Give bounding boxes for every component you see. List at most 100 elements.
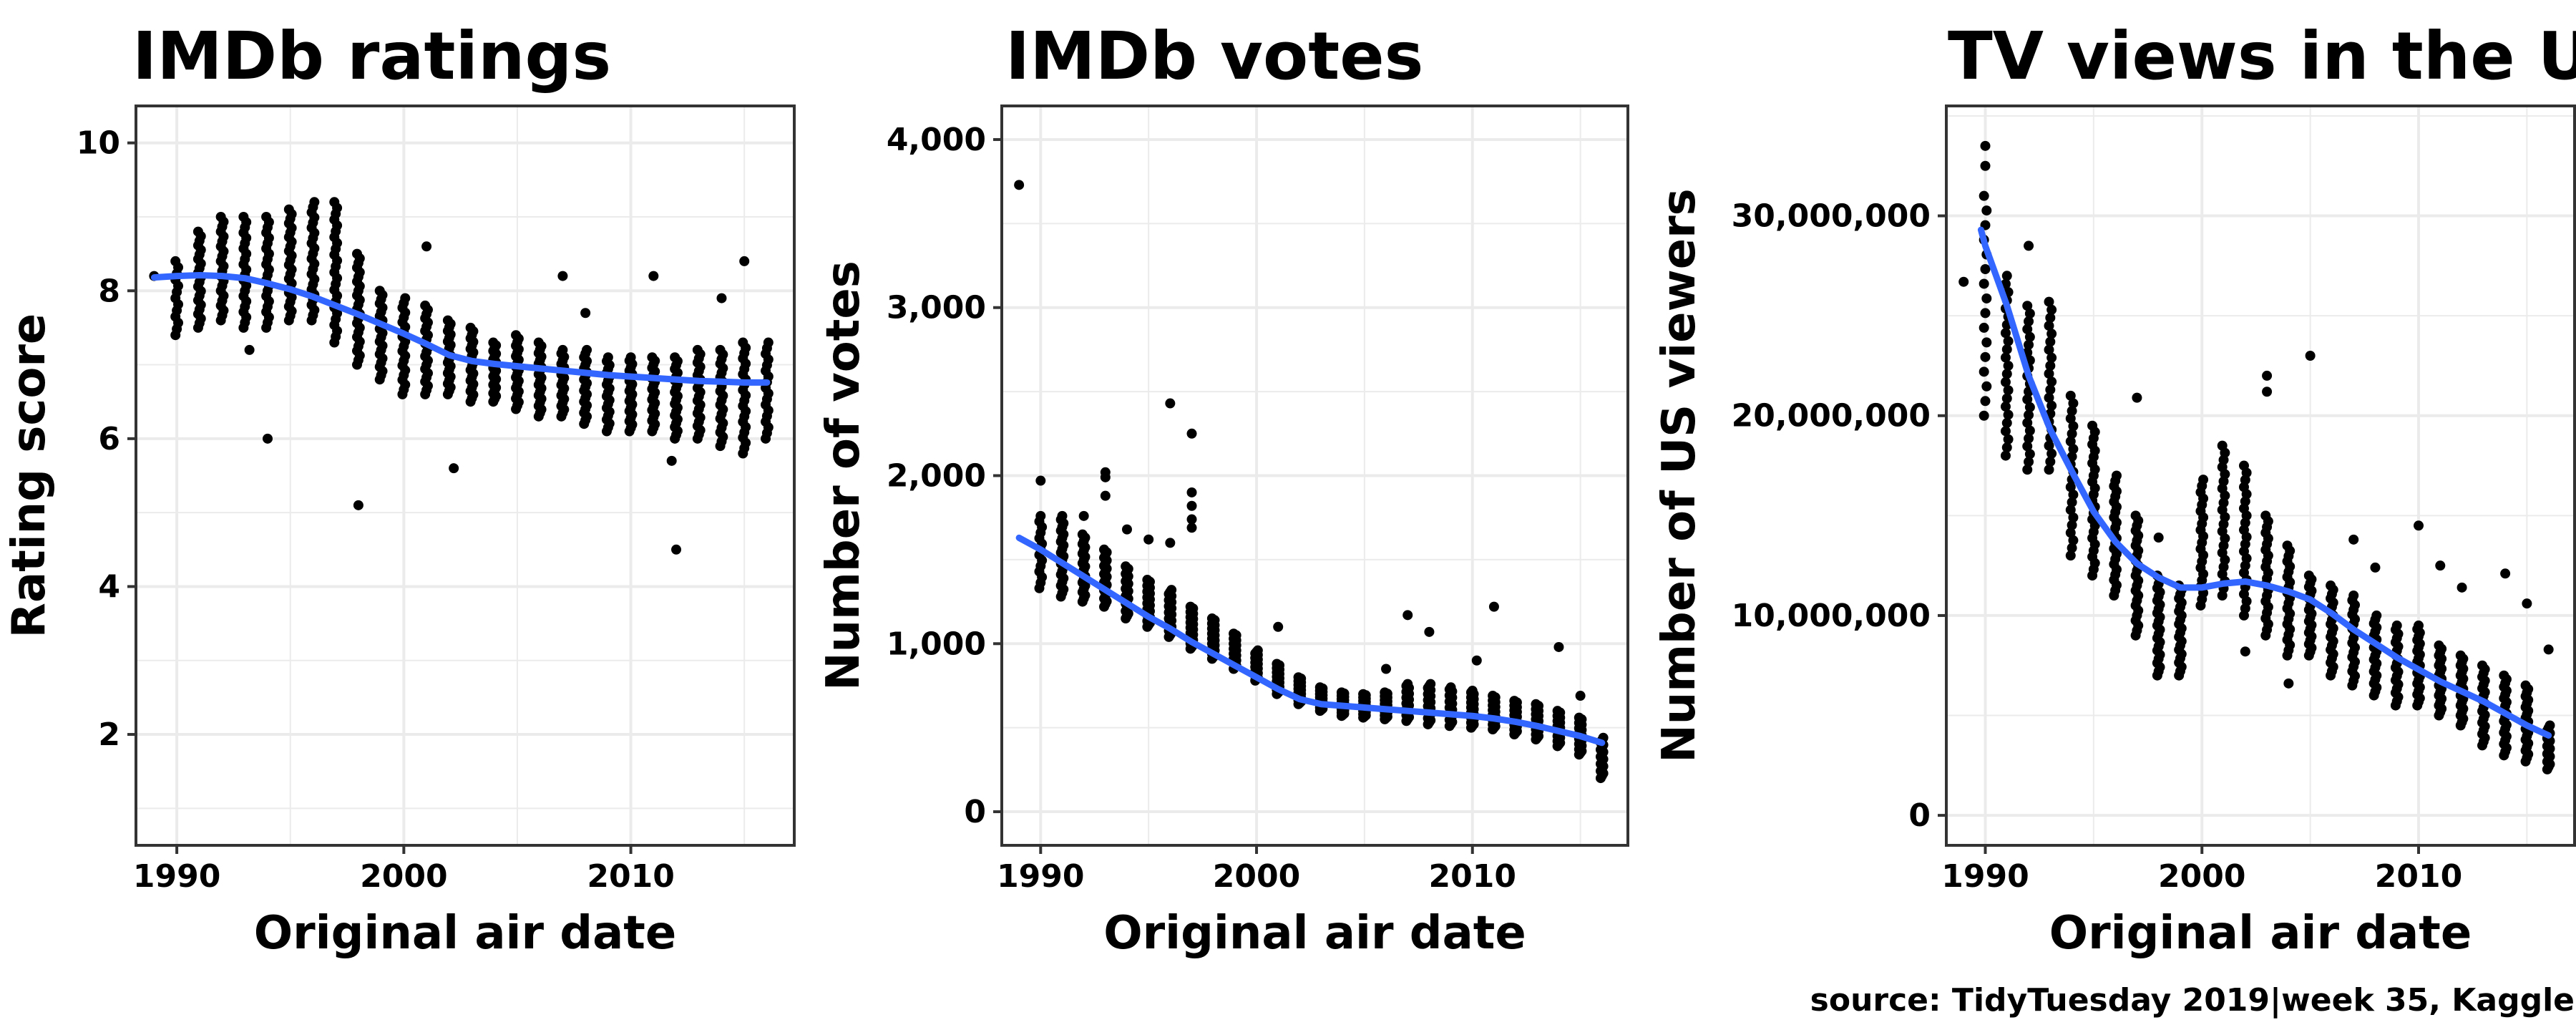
data-point	[2045, 456, 2056, 467]
data-point	[1100, 472, 1111, 482]
data-point	[2024, 457, 2034, 467]
smooth-line	[1977, 226, 2552, 739]
y-tick-label: 20,000,000	[1732, 398, 1931, 434]
data-point	[2283, 678, 2294, 689]
data-point	[2067, 429, 2077, 439]
x-axis-title: Original air date	[1103, 907, 1526, 960]
data-point	[1979, 322, 1989, 333]
data-point	[1077, 529, 1088, 540]
data-point	[2326, 580, 2336, 591]
data-point	[2000, 352, 2011, 363]
data-point	[2217, 440, 2228, 451]
data-point	[1122, 524, 1132, 535]
data-point	[2044, 465, 2054, 475]
data-point	[2022, 394, 2033, 405]
panel-title: IMDb ratings	[132, 18, 611, 94]
data-point	[2455, 650, 2466, 661]
x-tick-label: 1990	[1941, 858, 2029, 895]
data-point	[2024, 402, 2035, 412]
data-point	[739, 256, 750, 266]
data-point	[1186, 428, 1197, 439]
data-point	[2045, 360, 2056, 371]
data-point	[1958, 276, 1969, 287]
data-point	[1980, 308, 1991, 319]
data-point	[2068, 444, 2079, 455]
data-point	[1229, 628, 1239, 639]
data-point	[1381, 664, 1392, 674]
data-point	[2044, 344, 2054, 355]
data-point	[2065, 528, 2076, 538]
data-point	[2370, 562, 2381, 573]
data-point	[2262, 370, 2273, 381]
data-point	[2003, 409, 2014, 420]
data-point	[170, 256, 181, 266]
data-point	[2065, 505, 2076, 515]
data-point	[2065, 550, 2076, 561]
data-point	[1142, 575, 1153, 586]
data-point	[2024, 433, 2034, 444]
data-point	[2022, 324, 2033, 334]
data-point	[1186, 487, 1197, 497]
data-point	[2067, 406, 2077, 417]
data-point	[2046, 448, 2057, 459]
data-point	[2457, 582, 2467, 593]
minor-gridlines	[136, 106, 794, 845]
data-point	[2435, 560, 2446, 571]
data-point	[2024, 425, 2035, 436]
data-point	[1165, 398, 1176, 409]
data-point	[449, 463, 459, 474]
data-point	[715, 344, 726, 355]
data-point	[1575, 691, 1586, 701]
x-tick-label: 2000	[360, 858, 447, 895]
data-point	[2371, 610, 2382, 621]
data-point	[2065, 413, 2076, 424]
data-point	[2068, 421, 2079, 432]
panel-1: 1990 2000 2010 2 4 6 8 10 IMDb ratings Original a…	[3, 18, 796, 960]
data-point	[2024, 409, 2034, 420]
y-axis-title: Number of votes	[817, 261, 870, 691]
data-point	[666, 455, 677, 466]
data-point	[309, 197, 320, 208]
data-point	[2000, 450, 2011, 461]
data-point	[421, 241, 432, 252]
x-tick-label: 2000	[2158, 858, 2245, 895]
y-tick-label: 8	[98, 273, 120, 309]
data-point	[2022, 301, 2033, 311]
data-point	[238, 211, 249, 222]
data-point	[1035, 475, 1046, 486]
data-point	[2543, 644, 2554, 655]
y-axis-title: Number of US viewers	[1653, 188, 1706, 763]
panel-3: 1990 2000 2010 0 10,000,000 20,000,000 30,000,…	[1653, 18, 2576, 960]
smooth-line	[150, 272, 771, 386]
data-point	[2262, 387, 2273, 397]
data-point	[2024, 316, 2034, 326]
panel-border	[135, 105, 796, 847]
data-point	[420, 300, 431, 311]
data-point	[2068, 535, 2079, 545]
data-point	[2545, 720, 2555, 731]
data-point	[1981, 205, 1992, 216]
y-tick-label: 0	[1908, 797, 1931, 834]
data-point	[1186, 523, 1197, 533]
data-point	[1980, 160, 1991, 171]
data-point	[2045, 384, 2056, 395]
data-point	[2132, 392, 2142, 403]
data-point	[442, 315, 453, 326]
data-point	[2024, 241, 2034, 251]
data-point	[1186, 500, 1197, 511]
data-point	[1186, 514, 1197, 525]
data-point	[2024, 449, 2035, 460]
data-point	[2305, 350, 2316, 361]
data-points	[149, 197, 774, 555]
data-point	[1979, 278, 1989, 289]
data-point	[580, 308, 591, 319]
data-point	[1467, 686, 1478, 696]
data-point	[1980, 140, 1991, 151]
data-point	[763, 337, 774, 348]
data-point	[2046, 376, 2057, 387]
data-point	[1293, 672, 1304, 683]
data-point	[1488, 691, 1498, 701]
data-point	[1143, 534, 1154, 545]
data-point	[263, 433, 273, 444]
data-point	[2045, 312, 2056, 323]
